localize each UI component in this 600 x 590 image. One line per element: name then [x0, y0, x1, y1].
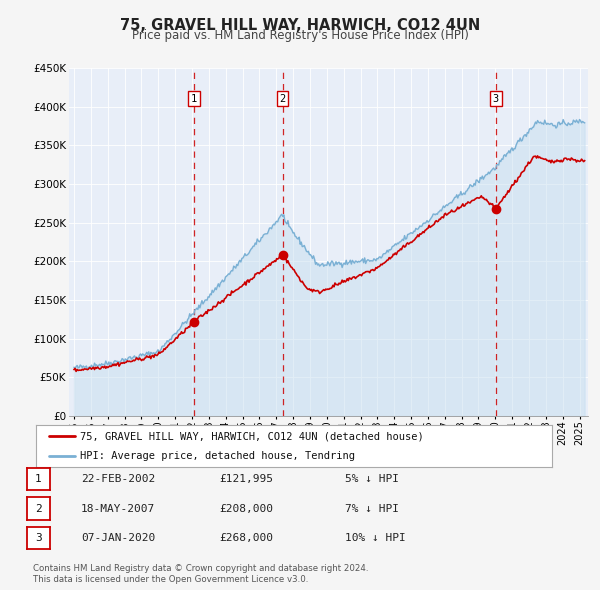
Text: 75, GRAVEL HILL WAY, HARWICH, CO12 4UN: 75, GRAVEL HILL WAY, HARWICH, CO12 4UN: [120, 18, 480, 32]
Text: 5% ↓ HPI: 5% ↓ HPI: [345, 474, 399, 484]
Text: £268,000: £268,000: [219, 533, 273, 543]
Text: HPI: Average price, detached house, Tendring: HPI: Average price, detached house, Tend…: [80, 451, 355, 461]
Text: 2: 2: [280, 94, 286, 104]
Text: 2: 2: [35, 504, 42, 513]
Text: 75, GRAVEL HILL WAY, HARWICH, CO12 4UN (detached house): 75, GRAVEL HILL WAY, HARWICH, CO12 4UN (…: [80, 431, 424, 441]
Text: 7% ↓ HPI: 7% ↓ HPI: [345, 504, 399, 513]
Text: 07-JAN-2020: 07-JAN-2020: [81, 533, 155, 543]
Text: 22-FEB-2002: 22-FEB-2002: [81, 474, 155, 484]
Text: Contains HM Land Registry data © Crown copyright and database right 2024.: Contains HM Land Registry data © Crown c…: [33, 565, 368, 573]
Text: 3: 3: [35, 533, 42, 543]
Text: 10% ↓ HPI: 10% ↓ HPI: [345, 533, 406, 543]
Text: 18-MAY-2007: 18-MAY-2007: [81, 504, 155, 513]
Text: This data is licensed under the Open Government Licence v3.0.: This data is licensed under the Open Gov…: [33, 575, 308, 584]
Text: 3: 3: [493, 94, 499, 104]
Text: 1: 1: [35, 474, 42, 484]
Text: Price paid vs. HM Land Registry's House Price Index (HPI): Price paid vs. HM Land Registry's House …: [131, 30, 469, 42]
Text: £121,995: £121,995: [219, 474, 273, 484]
Text: 1: 1: [191, 94, 197, 104]
Text: £208,000: £208,000: [219, 504, 273, 513]
